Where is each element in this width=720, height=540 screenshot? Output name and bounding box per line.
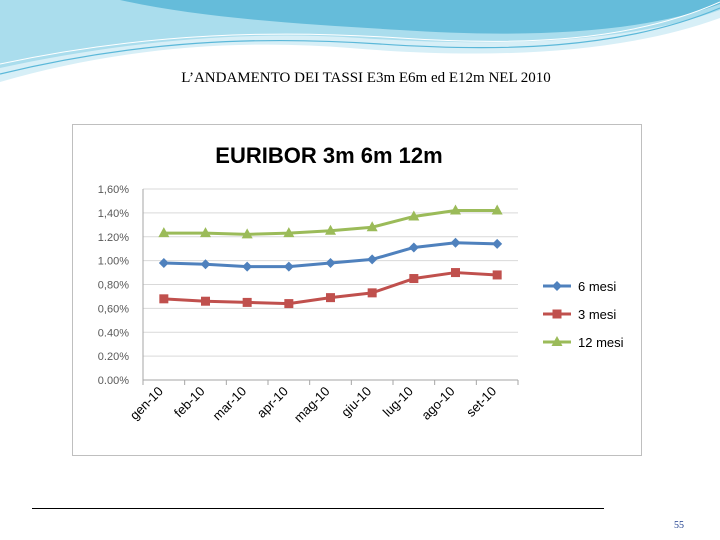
data-point <box>367 288 377 298</box>
legend-label: 12 mesi <box>578 335 624 350</box>
data-point <box>492 238 503 249</box>
data-point <box>200 259 211 270</box>
legend-swatch-marker <box>552 281 562 291</box>
legend-label: 3 mesi <box>578 307 616 322</box>
data-point <box>200 227 211 238</box>
data-point <box>201 296 210 306</box>
data-point <box>283 227 295 238</box>
x-tick-label: mag-10 <box>291 384 333 426</box>
data-point <box>408 242 419 253</box>
x-tick-label: lug-10 <box>380 384 416 420</box>
x-tick-label: apr-10 <box>254 384 291 421</box>
data-point <box>367 254 378 265</box>
data-point <box>326 293 335 303</box>
slide-title: L’ANDAMENTO DEI TASSI E3m E6m ed E12m NE… <box>181 70 551 86</box>
data-point <box>283 261 294 272</box>
chart-svg: EURIBOR 3m 6m 12m 1,60% 1,40% 1.20% 1.00% 0,… <box>98 143 624 426</box>
x-tick-label: ago-10 <box>418 384 457 423</box>
data-point <box>325 224 336 235</box>
data-point <box>491 204 503 215</box>
x-tick-label: gen-10 <box>127 384 166 423</box>
page-number: 55 <box>674 520 684 531</box>
footer-rule <box>32 508 604 509</box>
data-point <box>158 258 169 269</box>
data-point <box>159 294 169 304</box>
gridlines <box>142 188 519 385</box>
wave-dark-band <box>120 0 720 34</box>
y-tick-label: 0.00% <box>98 375 129 387</box>
data-point <box>451 268 460 278</box>
x-tick-label: set-10 <box>463 384 499 420</box>
y-tick-label: 1,60% <box>98 184 129 196</box>
wave-line <box>0 7 720 75</box>
y-axis-tick-labels: 1,60% 1,40% 1.20% 1.00% 0,80% 0,60% 0.40% 0.20%… <box>98 184 129 387</box>
x-tick-label: giu-10 <box>338 384 374 420</box>
data-point <box>241 228 253 239</box>
x-tick-label: feb-10 <box>171 384 208 421</box>
chart-frame: EURIBOR 3m 6m 12m 1,60% 1,40% 1.20% 1.00% 0,… <box>72 124 642 456</box>
legend-swatch-marker <box>552 309 562 319</box>
legend-label: 6 mesi <box>578 279 616 294</box>
y-tick-label: 1.00% <box>98 256 129 268</box>
x-tick-label: mar-10 <box>210 384 250 424</box>
data-point <box>450 204 461 215</box>
y-tick-label: 1,40% <box>98 208 129 220</box>
wave-line-2 <box>0 1 720 65</box>
y-tick-label: 0.20% <box>98 351 129 363</box>
y-tick-label: 0,60% <box>98 303 129 315</box>
data-point <box>408 210 420 221</box>
data-point <box>492 270 502 280</box>
data-point <box>284 299 294 309</box>
data-point <box>409 274 419 284</box>
data-point <box>242 297 252 307</box>
data-point <box>450 237 461 248</box>
data-point <box>158 227 170 238</box>
x-axis-tick-labels: gen-10 feb-10 mar-10 apr-10 mag-10 giu-10 lug-… <box>127 384 500 426</box>
y-tick-label: 0.40% <box>98 327 129 339</box>
data-point <box>366 221 378 232</box>
y-tick-label: 0,80% <box>98 280 129 292</box>
series-lines <box>158 204 503 309</box>
legend: 6 mesi 3 mesi 12 mesi <box>543 279 624 350</box>
y-tick-label: 1.20% <box>98 232 129 244</box>
chart-title: EURIBOR 3m 6m 12m <box>215 143 442 168</box>
data-point <box>325 258 336 269</box>
legend-swatch-marker <box>551 336 563 346</box>
data-point <box>242 261 253 272</box>
